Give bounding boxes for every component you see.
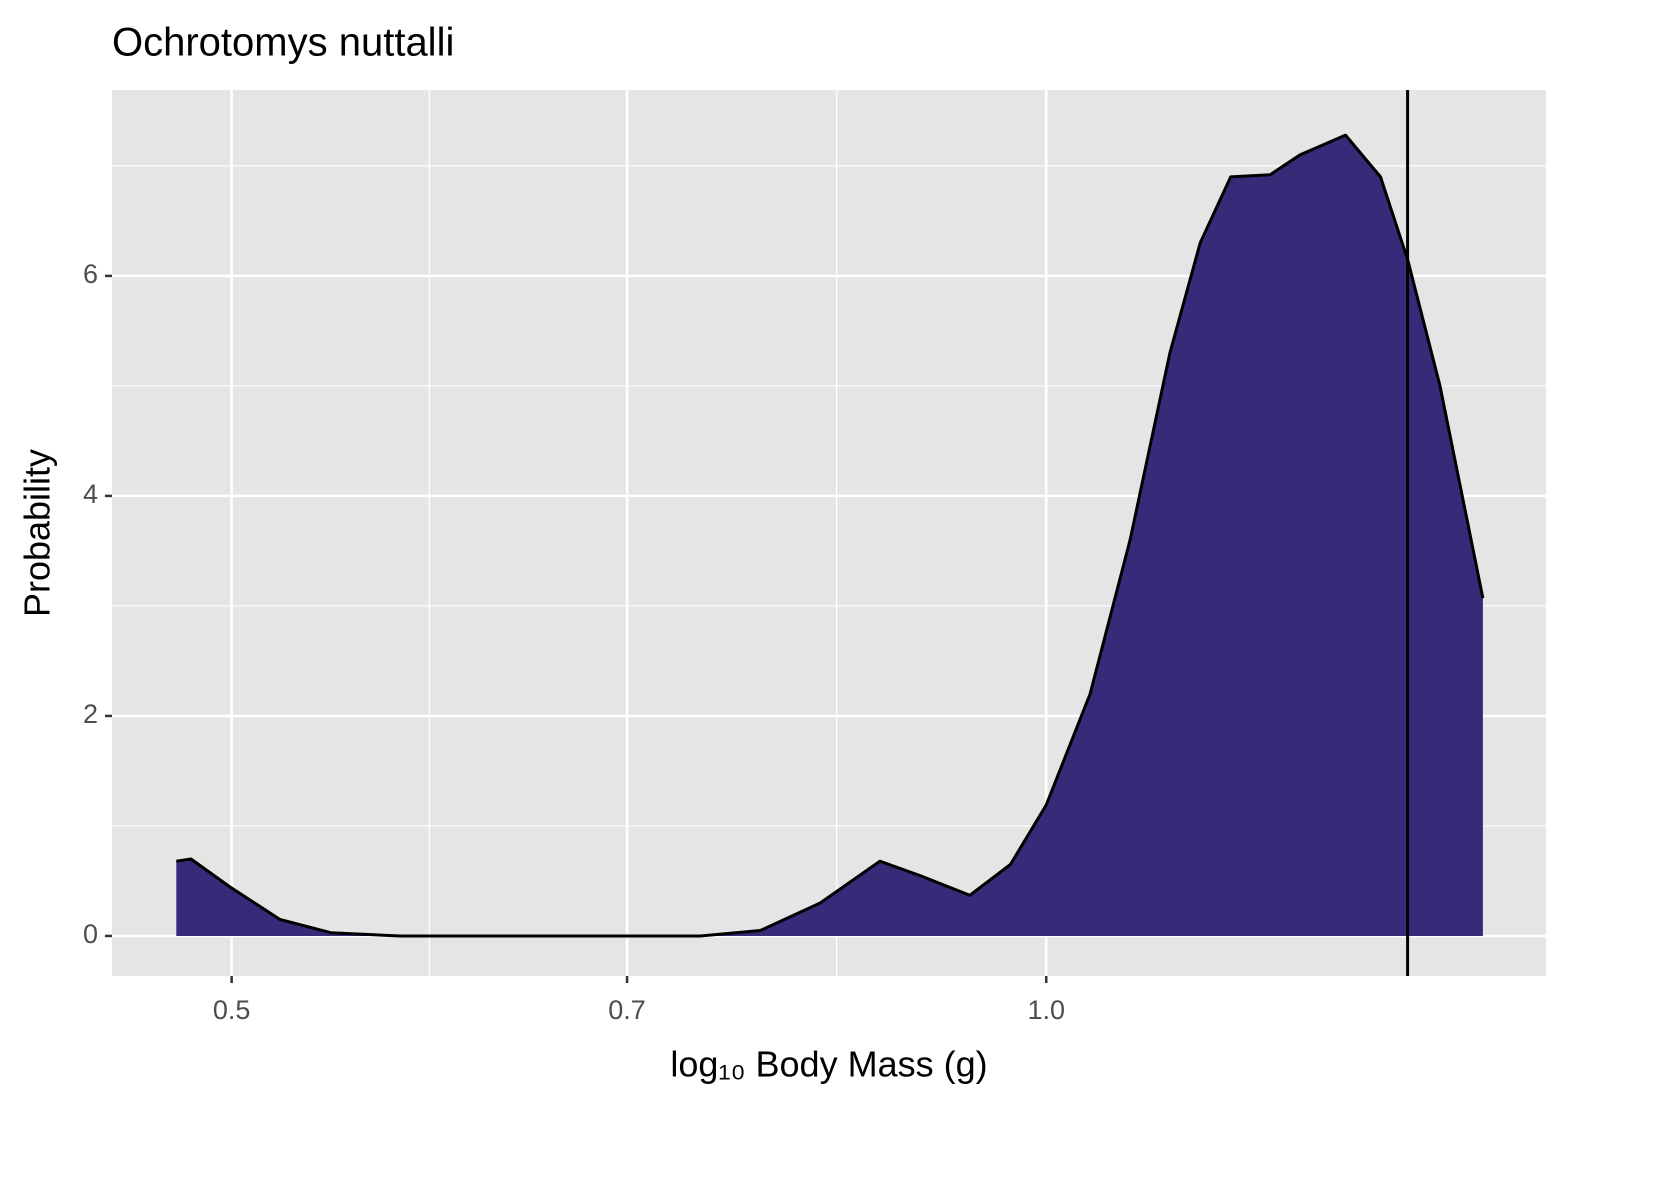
y-axis-title: Probability bbox=[17, 449, 58, 617]
y-tick-label: 2 bbox=[83, 699, 98, 729]
x-axis-title: log₁₀ Body Mass (g) bbox=[670, 1044, 987, 1085]
chart-title: Ochrotomys nuttalli bbox=[112, 21, 454, 65]
density-line bbox=[176, 133, 1485, 938]
y-tick-label: 6 bbox=[83, 259, 98, 289]
x-tick-label: 0.7 bbox=[608, 995, 646, 1025]
density-area bbox=[176, 135, 1483, 937]
x-tick-label: 0.5 bbox=[213, 995, 251, 1025]
x-tick-label: 1.0 bbox=[1027, 995, 1065, 1025]
y-tick-label: 0 bbox=[83, 919, 98, 949]
y-tick-label: 4 bbox=[83, 479, 98, 509]
